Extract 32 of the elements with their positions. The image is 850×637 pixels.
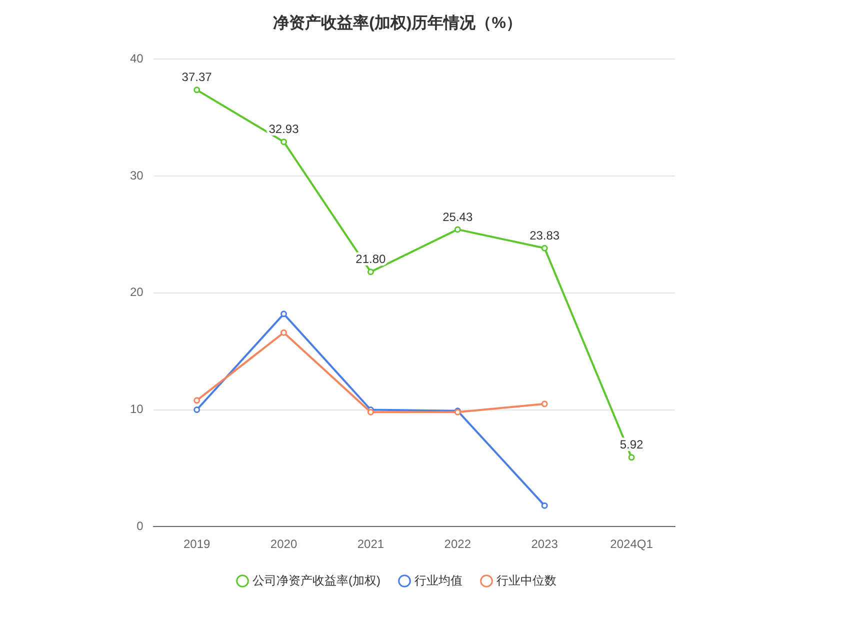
point <box>628 454 635 461</box>
point <box>280 310 288 318</box>
x-tick-label: 2024Q1 <box>610 537 654 552</box>
x-tick-label: 2019 <box>183 537 210 552</box>
legend-label: 行业中位数 <box>496 573 556 588</box>
data-label: 23.83 <box>530 228 560 242</box>
chart-title: 净资产收益率(加权)历年情况（%） <box>273 13 522 32</box>
point <box>280 329 288 336</box>
data-label: 32.93 <box>268 122 300 136</box>
point <box>194 86 200 94</box>
x-tick-label: 2020 <box>270 537 298 552</box>
point <box>541 400 548 408</box>
point <box>454 226 461 233</box>
x-tick-label: 2022 <box>444 537 472 552</box>
point <box>541 502 548 509</box>
data-label: 25.43 <box>442 210 473 224</box>
y-tick-label: 30 <box>130 168 144 182</box>
point <box>194 397 200 404</box>
x-tick-label: 2021 <box>357 537 384 552</box>
point <box>541 244 548 252</box>
y-tick-label: 0 <box>136 518 144 533</box>
legend-label: 公司净资产收益率(加权) <box>252 573 381 588</box>
y-tick-label: 20 <box>130 285 144 300</box>
point <box>194 406 200 413</box>
data-label: 37.37 <box>182 70 212 84</box>
point <box>367 268 374 276</box>
point <box>367 408 374 416</box>
y-tick-label: 40 <box>130 52 144 66</box>
x-tick-label: 2023 <box>531 537 558 552</box>
y-tick-label: 10 <box>130 402 144 416</box>
point <box>280 138 288 146</box>
legend-label: 行业均值 <box>414 573 462 588</box>
